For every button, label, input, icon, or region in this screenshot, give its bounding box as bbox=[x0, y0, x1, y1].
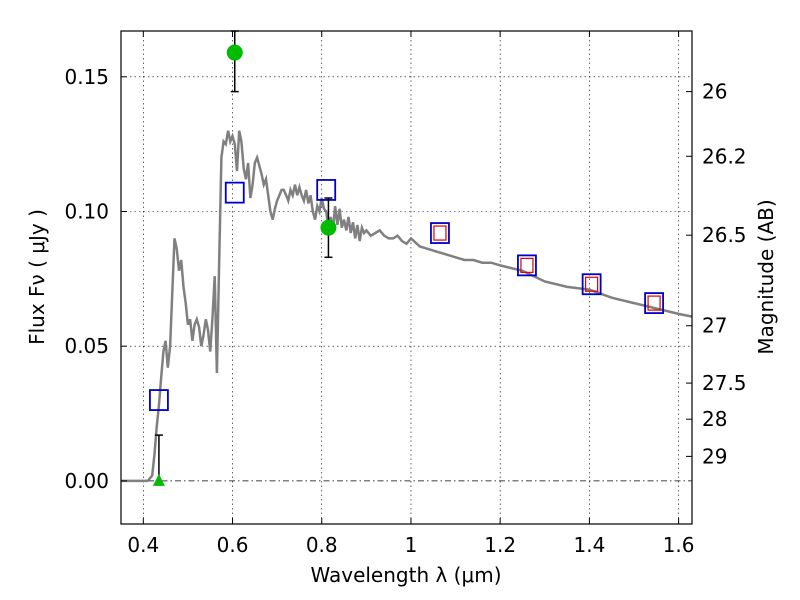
x-tick-label: 0.6 bbox=[217, 533, 249, 557]
right-tick-label: 27.5 bbox=[702, 371, 747, 395]
x-tick-label: 1.6 bbox=[663, 533, 695, 557]
right-tick-label: 26.5 bbox=[702, 223, 747, 247]
x-tick-label: 0.4 bbox=[127, 533, 159, 557]
observed-flux-point bbox=[226, 44, 243, 61]
y-tick-label: 0.15 bbox=[64, 65, 109, 89]
sed-model-curve bbox=[121, 130, 693, 483]
model-flux-box bbox=[224, 181, 245, 204]
y-tick-label: 0.05 bbox=[64, 334, 109, 358]
data-markers bbox=[149, 30, 664, 486]
model-flux-box bbox=[581, 273, 602, 296]
model-flux-box bbox=[149, 389, 169, 411]
observed-flux-point bbox=[320, 219, 337, 236]
model-flux-inner-box bbox=[433, 225, 447, 241]
right-tick-label: 27 bbox=[702, 314, 727, 338]
right-axis-label: Magnitude (AB) bbox=[754, 199, 778, 354]
model-flux-box bbox=[644, 292, 664, 314]
model-flux-box bbox=[316, 179, 337, 201]
x-tick-label: 1 bbox=[405, 533, 418, 557]
grid bbox=[121, 31, 692, 524]
right-tick-label: 26 bbox=[702, 80, 727, 104]
model-flux-box bbox=[430, 222, 450, 244]
right-tick-label: 29 bbox=[702, 444, 727, 468]
x-axis-label: Wavelength λ (μm) bbox=[310, 563, 501, 587]
model-flux-inner-box bbox=[585, 276, 599, 292]
right-tick-label: 26.2 bbox=[702, 144, 747, 168]
x-tick-label: 0.8 bbox=[306, 533, 338, 557]
x-tick-label: 1.4 bbox=[573, 533, 605, 557]
x-tick-label: 1.2 bbox=[484, 533, 516, 557]
right-tick-label: 28 bbox=[702, 407, 727, 431]
y-tick-label: 0.10 bbox=[64, 199, 109, 223]
axis-ticks: 0.4 0.6 0.8 1 1.2 1.4 1.6 0.00 0.05 0.10 0.15 26 26.… bbox=[64, 31, 747, 557]
plot-frame bbox=[120, 30, 693, 525]
model-flux-inner-box bbox=[520, 257, 534, 273]
upper-limit-triangle bbox=[152, 473, 165, 486]
model-flux-inner-box bbox=[647, 295, 661, 311]
y-axis-label: Flux Fν ( μJy ) bbox=[25, 209, 49, 345]
model-flux-box bbox=[517, 254, 537, 277]
y-tick-label: 0.00 bbox=[64, 469, 109, 493]
